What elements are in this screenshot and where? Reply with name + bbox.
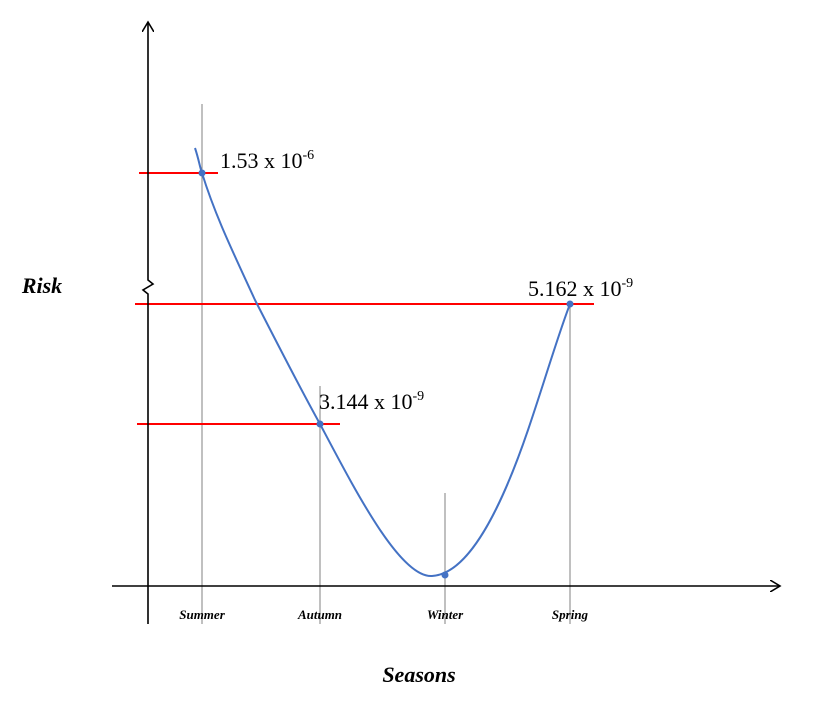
data-label-mantissa: 3.144 x 10 [319, 389, 413, 414]
data-label-autumn: 3.144 x 10-9 [319, 389, 424, 414]
tick-label-spring: Spring [552, 607, 589, 622]
data-points [198, 169, 574, 579]
data-label-exponent: -9 [622, 276, 634, 291]
data-point-winter [441, 571, 449, 579]
data-label-summer: 1.53 x 10-6 [220, 148, 314, 173]
x-axis-title: Seasons [382, 662, 455, 687]
data-label-exponent: -9 [413, 389, 425, 404]
data-point-autumn [316, 420, 324, 428]
category-guide-lines [201, 104, 571, 624]
data-point-spring [566, 300, 574, 308]
tick-label-winter: Winter [427, 607, 464, 622]
risk-curve [194, 147, 571, 578]
tick-label-autumn: Autumn [297, 607, 342, 622]
data-label-mantissa: 1.53 x 10 [220, 148, 303, 173]
value-reference-lines [135, 172, 594, 425]
y-axis-title: Risk [21, 273, 62, 298]
data-label-mantissa: 5.162 x 10 [528, 276, 622, 301]
tick-label-summer: Summer [179, 607, 225, 622]
y-axis [141, 22, 155, 624]
data-label-spring: 5.162 x 10-9 [528, 276, 633, 301]
data-label-exponent: -6 [303, 148, 315, 163]
data-point-summer [198, 169, 206, 177]
data-labels: 1.53 x 10-63.144 x 10-95.162 x 10-9 [220, 148, 633, 414]
x-tick-labels: Summer Autumn Winter Spring [179, 607, 588, 622]
